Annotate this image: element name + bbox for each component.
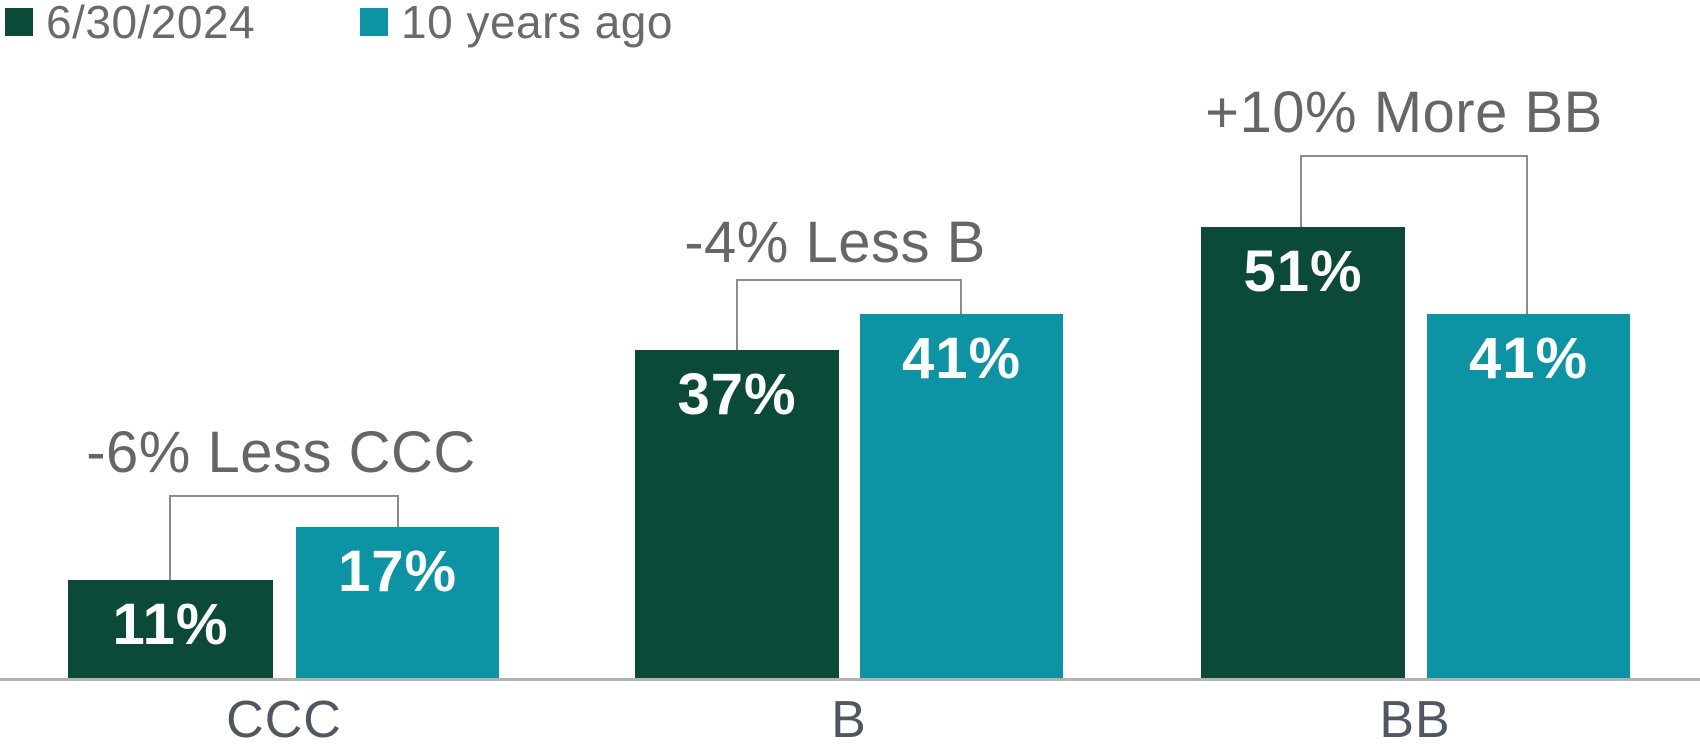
bracket-ccc-horizontal (170, 495, 399, 497)
annotation-ccc: -6% Less CCC (86, 420, 476, 485)
bar-value-label: 41% (901, 326, 1022, 391)
legend-item-10-years-ago: 10 years ago (360, 0, 673, 45)
x-axis-line (0, 678, 1700, 681)
bar-b-10-years-ago: 41% (860, 314, 1063, 678)
category-label-ccc: CCC (226, 691, 342, 744)
bracket-bb-left (1300, 155, 1302, 227)
bar-value-label: 51% (1243, 239, 1363, 304)
legend-swatch-teal-icon (360, 8, 388, 36)
legend-swatch-green-icon (5, 8, 33, 36)
bracket-ccc-left (169, 495, 171, 580)
bracket-bb-right (1526, 155, 1528, 314)
bar-value-label: 17% (337, 539, 458, 604)
category-label-b: B (831, 691, 867, 744)
annotation-b: -4% Less B (684, 210, 986, 275)
bracket-b-right (960, 279, 962, 314)
bar-ccc-2024: 11% (68, 580, 273, 678)
category-label-bb: BB (1379, 691, 1451, 744)
legend-label: 6/30/2024 (46, 0, 256, 48)
bar-b-2024: 37% (635, 350, 839, 678)
bracket-b-left (736, 279, 738, 350)
bar-value-label: 37% (677, 362, 797, 427)
annotation-bb: +10% More BB (1205, 80, 1603, 145)
bar-ccc-10-years-ago: 17% (296, 527, 499, 678)
legend-label: 10 years ago (401, 0, 673, 48)
bracket-bb-horizontal (1301, 155, 1528, 157)
bar-bb-10-years-ago: 41% (1427, 314, 1630, 678)
bar-value-label: 11% (112, 592, 229, 657)
bar-bb-2024: 51% (1201, 227, 1405, 678)
legend-item-6-30-2024: 6/30/2024 (5, 0, 255, 45)
bar-value-label: 41% (1468, 326, 1589, 391)
bracket-ccc-right (397, 495, 399, 527)
bracket-b-horizontal (737, 279, 962, 281)
